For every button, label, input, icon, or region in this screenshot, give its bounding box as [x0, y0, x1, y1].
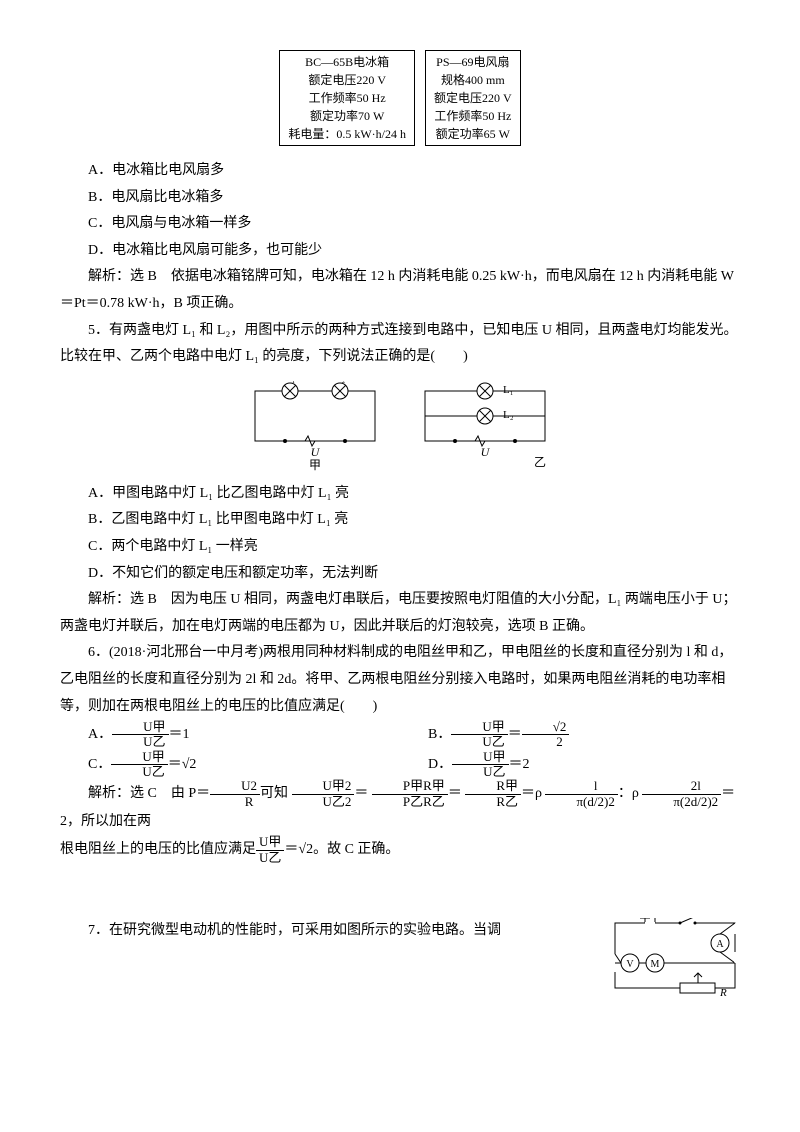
- spec-line: 规格400 mm: [434, 71, 512, 89]
- svg-text:U: U: [481, 445, 491, 459]
- spec-line: 额定功率70 W: [288, 107, 406, 125]
- spec-box-fridge: BC—65B电冰箱 额定电压220 V 工作频率50 Hz 额定功率70 W 耗…: [279, 50, 415, 146]
- q6-opts-row2: C．U甲U乙＝√2 D．U甲U乙＝2: [60, 750, 740, 780]
- spec-line: 工作频率50 Hz: [434, 107, 512, 125]
- q4-opt-b: B．电风扇比电冰箱多: [60, 185, 740, 212]
- q4-answer: 解析：选 B 依据电冰箱铭牌可知，电冰箱在 12 h 内消耗电能 0.25 kW…: [60, 264, 740, 317]
- svg-text:L₂: L₂: [503, 409, 514, 421]
- svg-text:R: R: [719, 987, 727, 998]
- svg-text:L₁: L₁: [503, 384, 514, 396]
- svg-text:甲: 甲: [309, 458, 321, 471]
- q6-opt-d: D．U甲U乙＝2: [400, 750, 740, 780]
- q5-answer: 解析：选 B 因为电压 U 相同，两盏电灯串联后，电压要按照电灯阻值的大小分配，…: [60, 587, 740, 640]
- spec-line: PS—69电风扇: [434, 53, 512, 71]
- q4-opt-a: A．电冰箱比电风扇多: [60, 158, 740, 185]
- circuit-yi: L₁ L₂ U 乙: [415, 381, 555, 471]
- q6-opts-row1: A．U甲U乙＝1 B．U甲U乙＝√22: [60, 720, 740, 750]
- q6-opt-b: B．U甲U乙＝√22: [400, 720, 740, 750]
- q6-answer-line2: 根电阻丝上的电压的比值应满足U甲U乙＝√2。故 C 正确。: [60, 835, 740, 865]
- spec-boxes: BC—65B电冰箱 额定电压220 V 工作频率50 Hz 额定功率70 W 耗…: [60, 50, 740, 146]
- q6-answer: 解析：选 C 由 P＝U2R可知 U甲2U乙2＝ P甲R甲P乙R乙＝ R甲R乙＝…: [60, 779, 740, 835]
- spec-line: 耗电量：0.5 kW·h/24 h: [288, 125, 406, 143]
- q5-circuits: L₁ L₂ U 甲 L₁ L₂ U 乙: [60, 381, 740, 471]
- q5-opt-d: D．不知它们的额定电压和额定功率，无法判断: [60, 561, 740, 588]
- q6-opt-c: C．U甲U乙＝√2: [60, 750, 400, 780]
- svg-text:乙: 乙: [534, 455, 546, 469]
- svg-text:L₂: L₂: [335, 381, 346, 384]
- svg-text:V: V: [626, 959, 634, 970]
- q6-opt-a: A．U甲U乙＝1: [60, 720, 400, 750]
- spec-box-fan: PS—69电风扇 规格400 mm 额定电压220 V 工作频率50 Hz 额定…: [425, 50, 521, 146]
- q4-opt-d: D．电冰箱比电风扇可能多，也可能少: [60, 238, 740, 265]
- q7-block: A V M R 7．在研究微型电动机的性能时，可采用如图所示的实验电路。当调: [60, 918, 740, 945]
- spec-line: 额定电压220 V: [434, 89, 512, 107]
- q5-opt-a: A．甲图电路中灯 L₁ 比乙图电路中灯 L₁ 亮: [60, 481, 740, 508]
- spec-line: 额定功率65 W: [434, 125, 512, 143]
- spec-line: 额定电压220 V: [288, 71, 406, 89]
- q6-stem: 6．(2018·河北邢台一中月考)两根用同种材料制成的电阻丝甲和乙，甲电阻丝的长…: [60, 640, 740, 720]
- spec-line: 工作频率50 Hz: [288, 89, 406, 107]
- q7-circuit: A V M R: [610, 918, 740, 998]
- q5-stem: 5．有两盏电灯 L₁ 和 L₂，用图中所示的两种方式连接到电路中，已知电压 U …: [60, 318, 740, 371]
- circuit-jia: L₁ L₂ U 甲: [245, 381, 385, 471]
- q4-opt-c: C．电风扇与电冰箱一样多: [60, 211, 740, 238]
- q5-opt-b: B．乙图电路中灯 L₁ 比甲图电路中灯 L₁ 亮: [60, 507, 740, 534]
- svg-text:L₁: L₁: [285, 381, 296, 384]
- spec-line: BC—65B电冰箱: [288, 53, 406, 71]
- svg-text:M: M: [651, 959, 660, 970]
- svg-text:A: A: [716, 939, 724, 950]
- svg-text:U: U: [311, 445, 321, 459]
- q5-opt-c: C．两个电路中灯 L₁ 一样亮: [60, 534, 740, 561]
